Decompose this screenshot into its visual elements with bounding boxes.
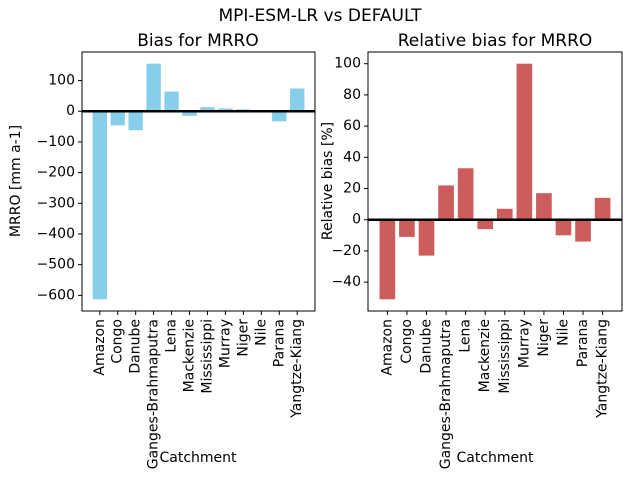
- x-tick-label: Nile: [555, 319, 571, 346]
- bar-congo: [110, 111, 125, 126]
- y-tick-label: 0: [352, 212, 361, 228]
- bar-nile: [555, 219, 572, 236]
- bar-ganges-brahmaputra: [438, 185, 454, 220]
- y-tick-label: 0: [66, 103, 75, 119]
- axes-spines: [367, 51, 623, 312]
- y-tick-label: −400: [37, 226, 75, 242]
- bar-lena: [457, 168, 474, 220]
- x-tick-label: Niger: [536, 319, 552, 357]
- x-tick-label: Mississippi: [497, 319, 513, 394]
- y-tick-label: 80: [343, 87, 361, 103]
- right-chart-title: Relative bias for MRRO: [398, 31, 593, 51]
- x-tick-label: Parana: [575, 319, 591, 367]
- bar-mackenzie: [477, 219, 494, 230]
- x-tick-label: Congo: [399, 319, 415, 364]
- bar-murray: [516, 63, 533, 220]
- x-tick-label: Yangtze-Kiang: [595, 319, 611, 419]
- bar-ganges-brahmaputra: [146, 63, 161, 112]
- bar-mackenzie: [182, 111, 197, 116]
- y-tick-label: 20: [343, 181, 361, 197]
- bar-yangtze-kiang: [290, 88, 305, 112]
- left-chart-title: Bias for MRRO: [137, 31, 259, 51]
- x-tick-label: Danube: [419, 319, 435, 374]
- bar-murray: [218, 108, 233, 112]
- bar-danube: [128, 111, 143, 131]
- x-tick-label: Niger: [235, 319, 251, 357]
- x-tick-label: Lena: [164, 319, 180, 353]
- left-chart-plot-area: −600 −500 −400 −300 −200 −100 0 100 Amazon Congo D…: [37, 51, 316, 469]
- y-tick-label: −300: [37, 195, 75, 211]
- bar-amazon: [92, 111, 107, 300]
- x-tick-label: Parana: [271, 319, 287, 367]
- bar-lena: [164, 91, 179, 112]
- y-tick-label: 40: [343, 149, 361, 165]
- right-chart-plot-area: −40 −20 0 20 40 60 80 100 Amazon Congo Danube Gange…: [331, 51, 623, 469]
- left-xaxis-label: Catchment: [159, 450, 237, 466]
- right-xaxis-label: Catchment: [456, 450, 534, 466]
- x-tick-label: Yangtze-Kiang: [289, 319, 305, 419]
- x-tick-label: Ganges-Brahmaputra: [146, 319, 162, 469]
- x-tick-label: Congo: [110, 319, 126, 364]
- bar-amazon: [379, 219, 396, 300]
- figure-suptitle: MPI-ESM-LR vs DEFAULT: [218, 6, 422, 26]
- bar-mississippi: [200, 107, 215, 112]
- bar-congo: [399, 219, 415, 237]
- y-tick-label: −500: [37, 257, 75, 273]
- x-tick-label: Danube: [128, 319, 144, 374]
- y-tick-label: −200: [37, 165, 75, 181]
- x-tick-label: Amazon: [379, 319, 395, 376]
- bar-parana: [575, 219, 591, 242]
- left-yaxis-label: MRRO [mm a-1]: [8, 125, 24, 237]
- axes-spines: [81, 51, 316, 312]
- bar-niger: [536, 193, 552, 220]
- y-tick-label: −600: [37, 287, 75, 303]
- bar-danube: [418, 219, 435, 256]
- x-tick-label: Mississippi: [199, 319, 215, 394]
- right-yaxis-label: Relative bias [%]: [320, 122, 336, 240]
- x-tick-label: Nile: [253, 319, 269, 346]
- y-tick-label: 60: [343, 118, 361, 134]
- x-tick-label: Mackenzie: [477, 319, 493, 392]
- bar-parana: [272, 111, 287, 122]
- y-tick-label: −40: [331, 274, 361, 290]
- bar-mississippi: [496, 208, 513, 220]
- y-tick-label: −20: [331, 243, 361, 259]
- x-tick-label: Mackenzie: [182, 319, 198, 392]
- y-tick-label: 100: [334, 56, 361, 72]
- x-tick-label: Lena: [458, 319, 474, 353]
- y-tick-label: 100: [48, 73, 75, 89]
- y-tick-label: −100: [37, 134, 75, 150]
- x-tick-label: Murray: [516, 319, 532, 368]
- x-tick-label: Murray: [217, 319, 233, 368]
- x-tick-label: Ganges-Brahmaputra: [438, 319, 454, 469]
- bar-yangtze-kiang: [594, 197, 611, 220]
- x-tick-label: Amazon: [92, 319, 108, 376]
